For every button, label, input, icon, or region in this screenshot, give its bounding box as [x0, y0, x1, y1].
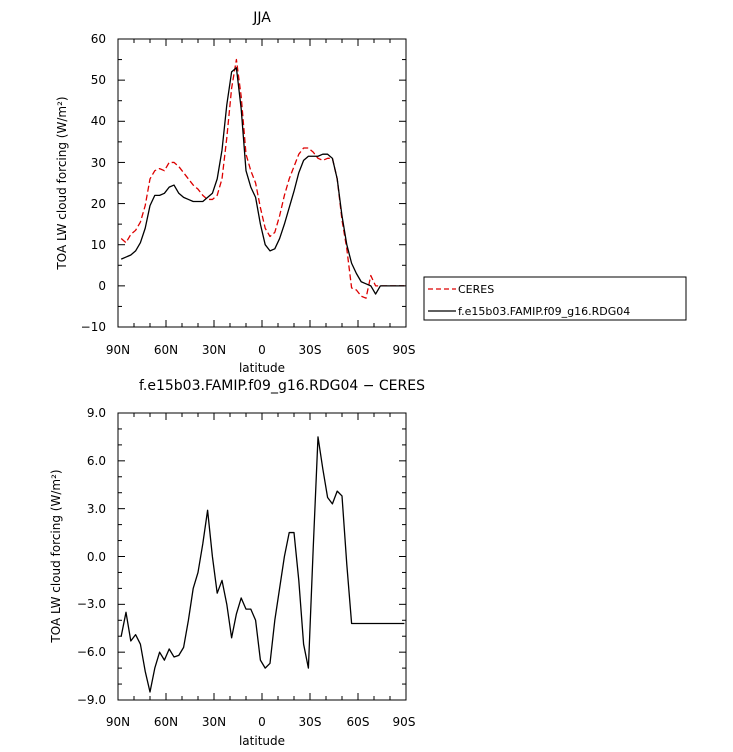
legend-label-model: f.e15b03.FAMIP.f09_g16.RDG04 [458, 305, 630, 318]
top-y-tick-label: 20 [91, 197, 106, 211]
top-chart-title: JJA [252, 10, 271, 26]
bottom-y-tick-label: 0.0 [87, 550, 106, 564]
top-x-tick-label: 0 [258, 343, 266, 357]
bottom-y-axis-label: TOA LW cloud forcing (W/m²) [49, 469, 63, 643]
top-x-tick-label: 90N [106, 343, 130, 357]
top-y-tick-label: 60 [91, 32, 106, 46]
top-series-line-0 [120, 58, 405, 299]
top-panel: JJA 60 50 40 30 20 10 0 −10 90N 60N 30N … [55, 10, 415, 375]
bottom-plot-frame [117, 412, 407, 701]
bottom-y-tick-label: 3.0 [87, 502, 106, 516]
bottom-ticks [117, 412, 407, 701]
bottom-y-tick-label: 9.0 [87, 406, 106, 420]
bottom-y-tick-label: 6.0 [87, 454, 106, 468]
top-x-tick-label: 60S [347, 343, 370, 357]
bottom-x-axis-label: latitude [239, 734, 285, 748]
bottom-y-tick-label: −9.0 [77, 693, 106, 707]
top-y-tick-label: −10 [81, 320, 106, 334]
legend: CERES f.e15b03.FAMIP.f09_g16.RDG04 [423, 276, 687, 321]
bottom-x-tick-label: 90N [106, 715, 130, 729]
top-series-lines [120, 58, 405, 299]
bottom-series-lines [120, 436, 405, 693]
bottom-series-line-0 [120, 436, 405, 693]
top-x-tick-label: 30S [299, 343, 322, 357]
legend-box [423, 276, 687, 321]
top-y-tick-label: 40 [91, 114, 106, 128]
bottom-x-tick-label: 0 [258, 715, 266, 729]
bottom-x-tick-labels: 90N 60N 30N 0 30S 60S 90S [106, 715, 416, 729]
top-y-tick-label: 10 [91, 238, 106, 252]
top-x-tick-label: 90S [393, 343, 416, 357]
bottom-y-tick-label: −6.0 [77, 645, 106, 659]
top-y-tick-labels: 60 50 40 30 20 10 0 −10 [81, 32, 106, 334]
top-x-axis-label: latitude [239, 361, 285, 375]
top-y-tick-label: 50 [91, 73, 106, 87]
bottom-y-tick-labels: 9.0 6.0 3.0 0.0 −3.0 −6.0 −9.0 [77, 406, 106, 707]
top-x-tick-labels: 90N 60N 30N 0 30S 60S 90S [106, 343, 416, 357]
bottom-x-tick-label: 60S [347, 715, 370, 729]
bottom-panel: f.e15b03.FAMIP.f09_g16.RDG04 − CERES 9.0… [49, 378, 425, 748]
top-y-tick-label: 30 [91, 156, 106, 170]
bottom-x-tick-label: 30N [202, 715, 226, 729]
top-series-line-1 [120, 67, 405, 295]
bottom-x-tick-label: 90S [393, 715, 416, 729]
top-y-tick-label: 0 [98, 279, 106, 293]
bottom-x-tick-label: 60N [154, 715, 178, 729]
top-x-tick-label: 60N [154, 343, 178, 357]
top-ticks [117, 38, 407, 328]
bottom-chart-title: f.e15b03.FAMIP.f09_g16.RDG04 − CERES [139, 378, 425, 394]
top-plot-frame [117, 38, 407, 328]
bottom-y-tick-label: −3.0 [77, 597, 106, 611]
top-x-tick-label: 30N [202, 343, 226, 357]
top-y-axis-label: TOA LW cloud forcing (W/m²) [55, 96, 69, 270]
legend-label-ceres: CERES [458, 283, 494, 296]
bottom-x-tick-label: 30S [299, 715, 322, 729]
